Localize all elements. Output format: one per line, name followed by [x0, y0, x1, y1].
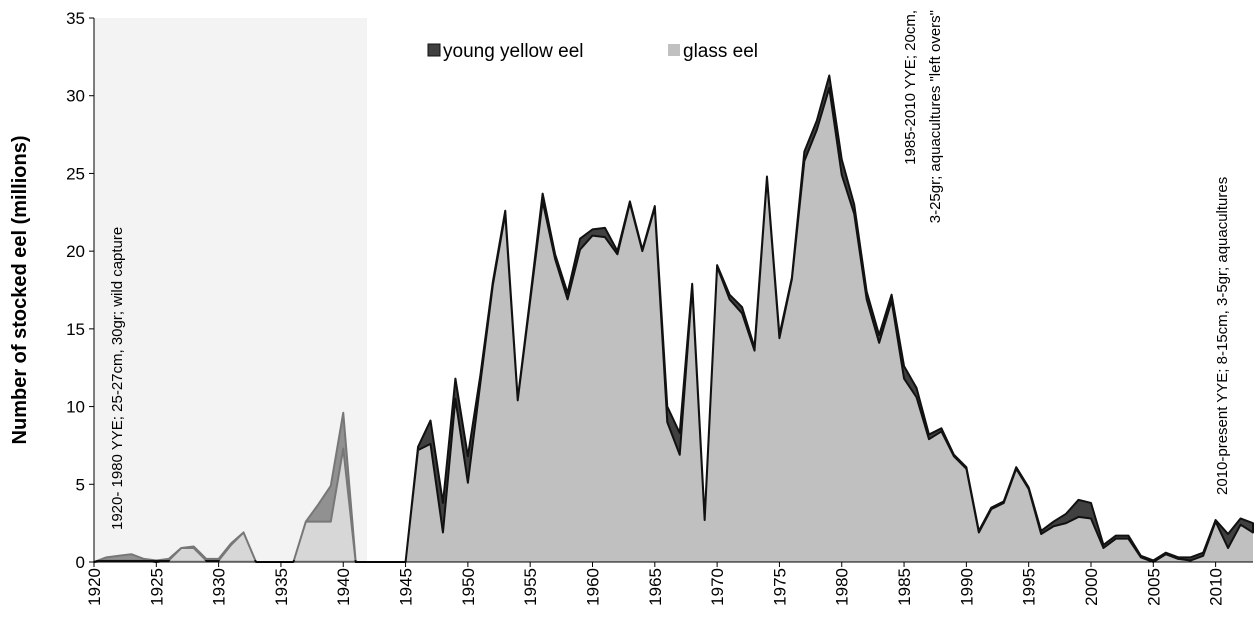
- x-tick-label: 1950: [459, 568, 478, 606]
- area: [94, 87, 1253, 562]
- x-tick-label: 1980: [833, 568, 852, 606]
- period-overlay: [94, 18, 367, 560]
- annotation: 1985-2010 YYE; 20cm,: [902, 10, 919, 165]
- y-tick-label: 15: [66, 320, 85, 339]
- x-tick-label: 1930: [210, 568, 229, 606]
- annotation: 2010-present YYE; 8-15cm, 3-5gr; aquacul…: [1214, 177, 1231, 495]
- x-tick-label: 1970: [708, 568, 727, 606]
- x-tick-label: 1995: [1020, 568, 1039, 606]
- y-tick-label: 20: [66, 242, 85, 261]
- legend-label: young yellow eel: [443, 41, 583, 62]
- y-tick-label: 25: [66, 164, 85, 183]
- y-tick-label: 10: [66, 398, 85, 417]
- y-tick-label: 5: [76, 475, 85, 494]
- x-tick-label: 1965: [646, 568, 665, 606]
- annotation: 3-25gr; aquacultures "left overs": [927, 10, 944, 223]
- x-tick-label: 1925: [147, 568, 166, 606]
- period-shade: [94, 18, 367, 562]
- x-tick-label: 2005: [1144, 568, 1163, 606]
- y-axis-title: Number of stocked eel (millions): [9, 136, 31, 445]
- y-tick-label: 35: [66, 9, 85, 28]
- x-tick-label: 1955: [521, 568, 540, 606]
- legend-swatch: [668, 44, 680, 56]
- y-tick-label: 30: [66, 87, 85, 106]
- x-tick-label: 1940: [334, 568, 353, 606]
- x-tick-label: 1935: [272, 568, 291, 606]
- area: [93, 74, 1254, 563]
- x-tick-label: 2000: [1082, 568, 1101, 606]
- plot: [93, 74, 1254, 563]
- x-tick-label: 1975: [770, 568, 789, 606]
- y-tick-label: 0: [76, 553, 85, 572]
- legend-label: glass eel: [683, 41, 758, 62]
- x-tick-label: 1920: [85, 568, 104, 606]
- x-tick-label: 2010: [1207, 568, 1226, 606]
- x-tick-label: 1960: [583, 568, 602, 606]
- x-tick-label: 1990: [957, 568, 976, 606]
- x-tick-label: 1985: [895, 568, 914, 606]
- x-tick-label: 1945: [397, 568, 416, 606]
- annotation: 1920- 1980 YYE; 25-27cm, 30gr; wild capt…: [109, 227, 126, 530]
- legend-swatch: [427, 43, 441, 57]
